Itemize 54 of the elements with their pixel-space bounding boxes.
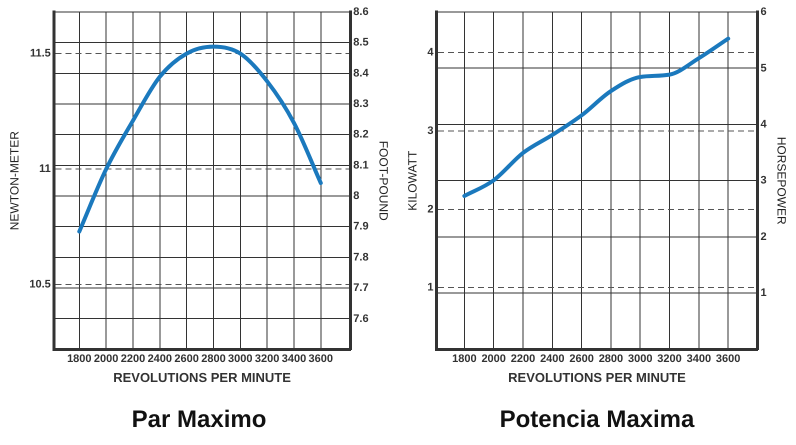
y2-tick-label: 8.3 [353, 98, 369, 110]
x-tick-label: 3600 [716, 353, 740, 366]
y2-tick-label: 7.9 [353, 220, 369, 233]
y-tick-label: 11 [39, 163, 51, 176]
x-tick-label: 2800 [201, 353, 226, 366]
x-axis-title: REVOLUTIONS PER MINUTE [508, 370, 686, 385]
y-tick-label: 11.5 [30, 48, 51, 60]
y2-axis-title: HORSEPOWER [774, 136, 788, 226]
x-tick-label: 3000 [628, 353, 652, 366]
y2-axis-title: FOOT-POUND [376, 140, 390, 222]
x-tick-label: 2000 [481, 353, 506, 366]
text: Potencia Maxima [500, 406, 696, 434]
x-tick-label: 1800 [452, 353, 477, 366]
y2-tick-label: 8.2 [353, 128, 369, 141]
x-tick-label: 3200 [657, 353, 682, 366]
x-tick-label: 3200 [254, 353, 280, 366]
y2-tick-label: 8.6 [353, 6, 369, 18]
y2-tick-label: 3 [760, 174, 767, 187]
x-tick-label: 2600 [569, 353, 594, 366]
x-tick-label: 2200 [510, 353, 536, 366]
x-tick-label: 2400 [148, 353, 172, 366]
y2-tick-label: 6 [760, 6, 767, 18]
line-series [462, 36, 730, 198]
text: Par Maximo [132, 406, 266, 434]
x-tick-label: 2000 [94, 353, 118, 366]
y2-tick-label: 8.5 [353, 36, 369, 49]
x-tick-label: 3000 [228, 353, 253, 366]
y2-tick-label: 8 [353, 190, 360, 202]
x-tick-label: 2200 [120, 353, 146, 366]
y2-tick-label: 2 [760, 230, 767, 243]
y-tick-label: 1 [427, 282, 434, 294]
y2-tick-label: 4 [760, 118, 768, 130]
y2-tick-label: 8.4 [353, 67, 370, 80]
x-tick-label: 3600 [308, 353, 334, 366]
x-tick-label: 2600 [174, 353, 199, 366]
x-tick-label: 3400 [282, 353, 306, 366]
x-tick-label: 3400 [686, 353, 712, 366]
y2-tick-label: 1 [760, 287, 767, 300]
y2-tick-label: 5 [760, 62, 767, 74]
x-tick-label: 2800 [598, 353, 624, 366]
x-tick-label: 2400 [540, 353, 565, 366]
y-tick-label: 2 [427, 203, 434, 216]
y-axis-title: KILOWATT [406, 150, 420, 211]
y2-tick-label: 8.1 [353, 159, 369, 172]
y-axis-title: NEWTON-METER [8, 130, 22, 230]
y-tick-label: 3 [427, 125, 434, 138]
y2-tick-label: 7.7 [353, 282, 369, 294]
y-tick-label: 4 [427, 46, 434, 59]
x-axis-title: REVOLUTIONS PER MINUTE [113, 370, 292, 385]
y-tick-label: 10.5 [29, 278, 51, 291]
y2-tick-label: 7.8 [353, 251, 369, 264]
y2-tick-label: 7.6 [353, 312, 369, 325]
line-series [77, 44, 323, 234]
x-tick-label: 1800 [67, 353, 92, 366]
